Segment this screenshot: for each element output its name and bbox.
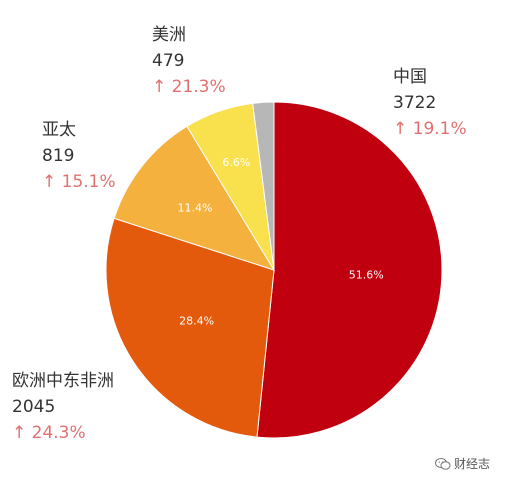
region-name: 欧洲中东非洲 <box>12 371 114 391</box>
wechat-icon <box>435 457 451 470</box>
region-name: 中国 <box>393 67 427 87</box>
region-name: 美洲 <box>152 25 186 45</box>
pie-slice-4 <box>252 101 275 271</box>
label-americas: 美洲 479 ↑ 21.3% <box>152 22 226 100</box>
region-growth: ↑ 15.1% <box>42 172 116 192</box>
slice-percent-label-2: 11.4% <box>177 201 212 214</box>
label-china: 中国 3722 ↑ 19.1% <box>393 64 467 142</box>
region-value: 3722 <box>393 93 437 113</box>
label-apac: 亚太 819 ↑ 15.1% <box>42 117 116 195</box>
region-value: 2045 <box>12 397 56 417</box>
pie-slice-1 <box>105 217 275 438</box>
pie-slice-0 <box>256 101 443 439</box>
region-growth: ↑ 21.3% <box>152 77 226 97</box>
region-name: 亚太 <box>42 120 76 140</box>
slice-percent-label-3: 6.6% <box>222 156 250 169</box>
region-value: 819 <box>42 146 75 166</box>
label-emea: 欧洲中东非洲 2045 ↑ 24.3% <box>12 368 114 446</box>
slice-percent-label-0: 51.6% <box>349 269 384 282</box>
pie-slice-2 <box>113 125 276 271</box>
watermark: 财经志 <box>435 455 490 472</box>
region-growth: ↑ 19.1% <box>393 119 467 139</box>
watermark-text: 财经志 <box>454 457 491 471</box>
region-value: 479 <box>152 51 185 71</box>
slice-percent-label-1: 28.4% <box>179 315 214 328</box>
region-growth: ↑ 24.3% <box>12 423 86 443</box>
